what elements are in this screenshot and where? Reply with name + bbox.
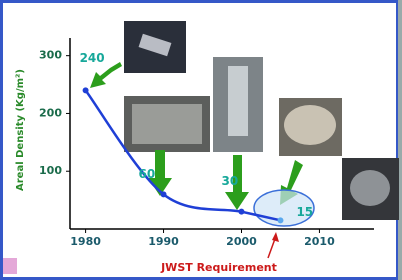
x-tick-label: 2010: [304, 235, 335, 248]
x-tick-label: 1980: [70, 235, 101, 248]
point: [83, 87, 89, 93]
value-label: 60: [139, 167, 156, 181]
photo-detail: [228, 66, 248, 136]
value-label: 15: [296, 205, 313, 219]
y-tick-label: 200: [39, 106, 62, 119]
photo-detail: [284, 105, 336, 145]
point: [238, 209, 244, 215]
photo-detail: [350, 170, 390, 206]
point: [161, 191, 167, 197]
edge: [398, 0, 402, 280]
value-label: 30: [221, 174, 238, 188]
point: [277, 217, 283, 223]
value-label: 240: [80, 51, 105, 65]
slide: Areal Density (Kg/m²) JWST Requirement 1…: [0, 0, 402, 280]
y-tick-label: 300: [39, 49, 62, 62]
corner-square: [3, 258, 17, 274]
photo-detail: [132, 104, 202, 144]
x-tick-label: 1990: [148, 235, 179, 248]
y-tick-label: 100: [39, 164, 62, 177]
y-axis-label: Areal Density (Kg/m²): [15, 69, 26, 191]
annotation: JWST Requirement: [160, 261, 277, 274]
x-tick-label: 2000: [226, 235, 257, 248]
